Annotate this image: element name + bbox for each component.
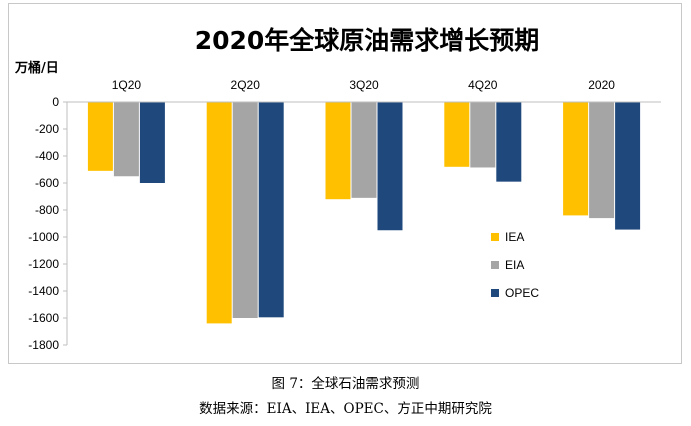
bar-eia-1q20	[113, 102, 139, 177]
bar-opec-1q20	[139, 102, 165, 183]
legend: IEA EIA OPEC	[491, 230, 539, 300]
bar-eia-4q20	[470, 102, 496, 168]
bar-iea-3q20	[325, 102, 351, 200]
bar-iea-1q20	[87, 102, 113, 171]
y-tick-label: -1600	[28, 311, 59, 325]
x-axis-categories: 1Q20 2Q20 3Q20 4Q20 2020	[112, 78, 616, 92]
y-tick-label: -1800	[28, 338, 59, 352]
y-axis-unit-label: 万桶/日	[14, 60, 59, 76]
figure-caption: 图 7：全球石油需求预测	[271, 376, 420, 392]
chart-title: 2020年全球原油需求增长预期	[195, 26, 540, 55]
bar-opec-2q20	[258, 102, 284, 318]
x-category-label: 2020	[588, 78, 615, 92]
legend-label-eia: EIA	[505, 258, 524, 272]
legend-swatch-eia	[491, 261, 499, 269]
chart-frame: 2020年全球原油需求增长预期 万桶/日 0 -200 -400 -600 -800 -1…	[8, 3, 682, 364]
y-axis-ticks: 0 -200 -400 -600 -800 -1000 -1200 -1400 -1600 -18…	[28, 95, 67, 352]
y-tick-label: -1400	[28, 284, 59, 298]
legend-label-iea: IEA	[505, 230, 524, 244]
bar-opec-2020	[615, 102, 641, 230]
bar-eia-3q20	[351, 102, 377, 198]
chart: 2020年全球原油需求增长预期 万桶/日 0 -200 -400 -600 -800 -1…	[14, 26, 661, 352]
y-tick-label: -1000	[28, 230, 59, 244]
x-category-label: 2Q20	[231, 78, 261, 92]
bar-eia-2020	[589, 102, 615, 219]
x-category-label: 1Q20	[112, 78, 142, 92]
source-caption: 数据来源：EIA、IEA、OPEC、方正中期研究院	[199, 401, 492, 417]
y-tick-label: -400	[35, 149, 59, 163]
y-tick-label: 0	[52, 95, 59, 109]
y-tick-label: -1200	[28, 257, 59, 271]
y-tick-label: -200	[35, 122, 59, 136]
bar-iea-2q20	[206, 102, 232, 324]
bar-opec-3q20	[377, 102, 403, 231]
x-category-label: 4Q20	[468, 78, 498, 92]
y-tick-label: -800	[35, 203, 59, 217]
bar-opec-4q20	[496, 102, 522, 182]
bars	[87, 102, 641, 324]
bar-iea-4q20	[444, 102, 470, 167]
y-tick-label: -600	[35, 176, 59, 190]
bar-eia-2q20	[232, 102, 258, 318]
legend-swatch-opec	[491, 289, 499, 297]
bar-iea-2020	[563, 102, 589, 216]
legend-swatch-iea	[491, 233, 499, 241]
legend-label-opec: OPEC	[505, 286, 539, 300]
x-category-label: 3Q20	[349, 78, 379, 92]
